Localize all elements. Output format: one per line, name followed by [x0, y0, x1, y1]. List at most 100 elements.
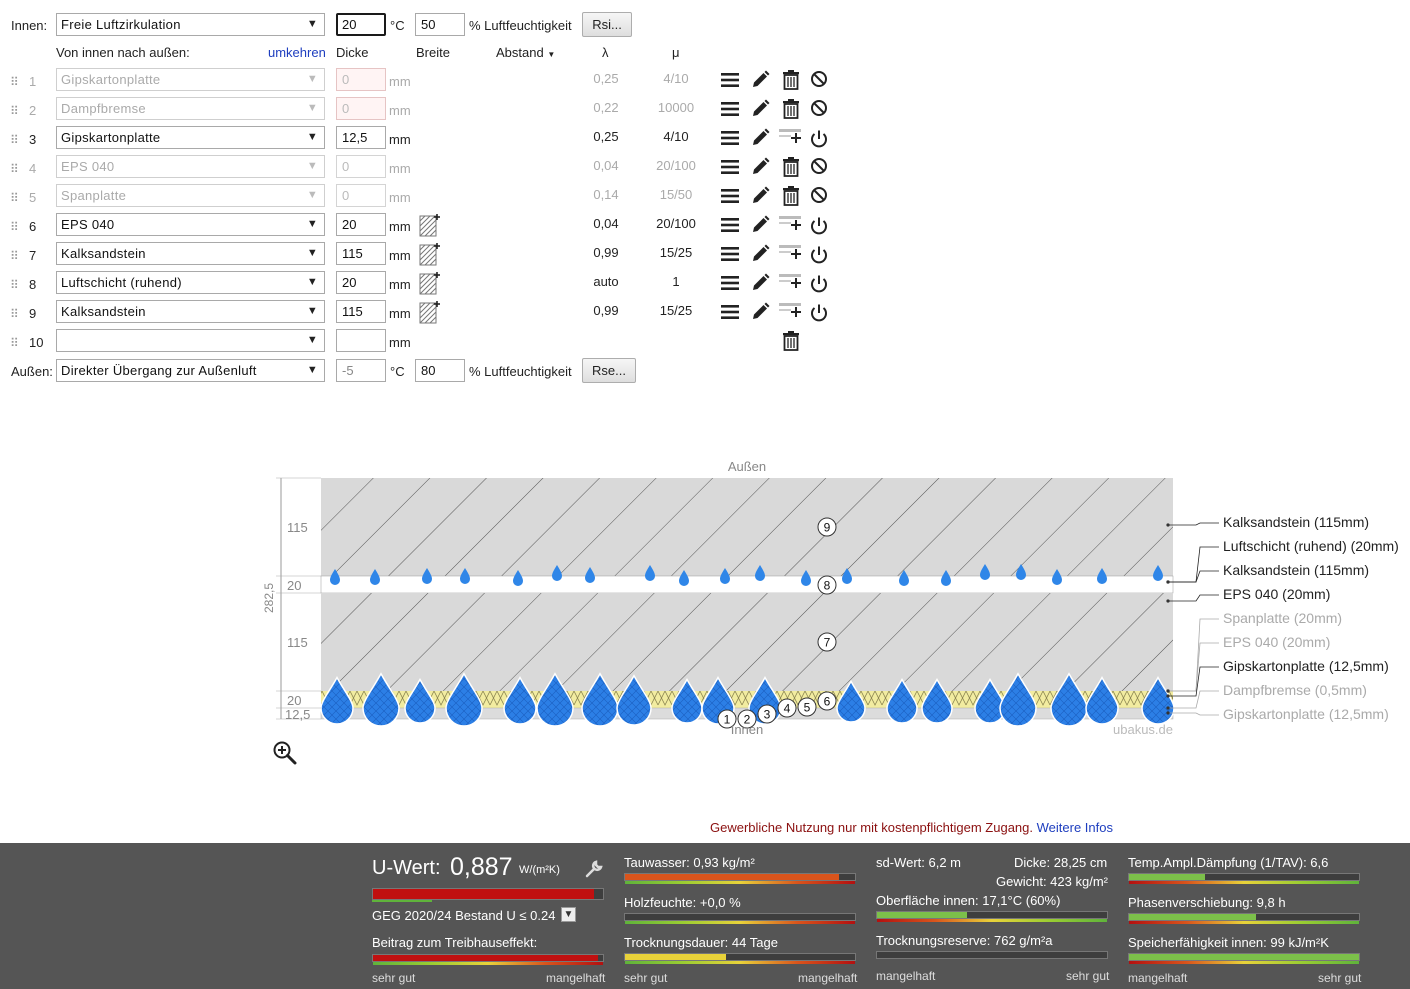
layer-number: 9 — [29, 306, 37, 321]
add-inhomogeneous-icon[interactable] — [419, 300, 441, 324]
layer-thickness-input[interactable]: 12,5 — [336, 126, 386, 149]
layer-thickness-input[interactable]: 20 — [336, 213, 386, 236]
power-icon[interactable] — [808, 302, 830, 324]
disable-icon[interactable] — [808, 68, 830, 90]
layer-lambda: 0,99 — [593, 245, 619, 260]
drag-handle-icon[interactable]: ⠿ — [10, 307, 19, 321]
layer-thickness-input[interactable]: 115 — [336, 300, 386, 323]
drag-handle-icon[interactable]: ⠿ — [10, 249, 19, 263]
pencil-icon[interactable] — [749, 243, 771, 265]
layer-mu: 15/25 — [659, 245, 693, 260]
rsi-button[interactable]: Rsi... — [582, 12, 632, 37]
layer-thickness-input[interactable]: 0 — [336, 184, 386, 207]
header-spacing[interactable]: Abstand ▼ — [496, 45, 555, 60]
menu-icon[interactable] — [719, 301, 741, 323]
menu-icon[interactable] — [719, 272, 741, 294]
outside-temp-input[interactable]: -5 — [336, 359, 386, 382]
layer-marker: 7 — [817, 632, 837, 652]
menu-icon[interactable] — [719, 69, 741, 91]
trash-icon[interactable] — [780, 156, 802, 178]
condensate-drop — [320, 676, 354, 725]
geg-dropdown-icon[interactable]: ▼ — [561, 907, 576, 922]
zoom-in-icon[interactable] — [272, 740, 298, 766]
trash-icon[interactable] — [780, 330, 802, 352]
more-info-link[interactable]: Weitere Infos — [1036, 820, 1113, 835]
power-icon[interactable] — [808, 128, 830, 150]
layer-thickness-input[interactable]: 0 — [336, 97, 386, 120]
layer-material-select[interactable]: Spanplatte — [56, 184, 325, 207]
layer-material-select[interactable]: Gipskartonplatte — [56, 126, 325, 149]
drag-handle-icon[interactable]: ⠿ — [10, 75, 19, 89]
pencil-icon[interactable] — [749, 301, 771, 323]
menu-icon[interactable] — [719, 243, 741, 265]
pencil-icon[interactable] — [749, 185, 771, 207]
trash-icon[interactable] — [780, 185, 802, 207]
inside-humidity-input[interactable]: 50 — [415, 13, 465, 36]
menu-icon[interactable] — [719, 127, 741, 149]
pencil-icon[interactable] — [749, 272, 771, 294]
power-icon[interactable] — [808, 215, 830, 237]
layer-material-select[interactable] — [56, 329, 325, 352]
layer-material-select[interactable]: Kalksandstein — [56, 300, 325, 323]
drag-handle-icon[interactable]: ⠿ — [10, 191, 19, 205]
add-layer-icon[interactable] — [779, 301, 803, 323]
power-icon[interactable] — [808, 273, 830, 295]
menu-icon[interactable] — [719, 98, 741, 120]
drag-handle-icon[interactable]: ⠿ — [10, 133, 19, 147]
layer-material-select[interactable]: EPS 040 — [56, 155, 325, 178]
layer-lambda: 0,04 — [593, 216, 619, 231]
layer-legend-label: EPS 040 (20mm) — [1223, 634, 1330, 650]
disable-icon[interactable] — [808, 155, 830, 177]
layer-number: 10 — [29, 335, 44, 350]
layer-thickness-input[interactable]: 0 — [336, 155, 386, 178]
layer-thickness-input[interactable]: 20 — [336, 271, 386, 294]
layer-thickness-input[interactable] — [336, 329, 386, 352]
layer-material-select[interactable]: Luftschicht (ruhend) — [56, 271, 325, 294]
layer-material-select[interactable]: Gipskartonplatte — [56, 68, 325, 91]
tauwasser-label: Tauwasser: 0,93 kg/m² — [624, 855, 755, 870]
layer-thickness-input[interactable]: 0 — [336, 68, 386, 91]
disable-icon[interactable] — [808, 184, 830, 206]
drag-handle-icon[interactable]: ⠿ — [10, 278, 19, 292]
drag-handle-icon[interactable]: ⠿ — [10, 162, 19, 176]
add-layer-icon[interactable] — [779, 243, 803, 265]
drag-handle-icon[interactable]: ⠿ — [10, 104, 19, 118]
outside-climate-select[interactable]: Direkter Übergang zur Außenluft — [56, 359, 325, 382]
menu-icon[interactable] — [719, 185, 741, 207]
pencil-icon[interactable] — [749, 156, 771, 178]
add-inhomogeneous-icon[interactable] — [419, 242, 441, 266]
pencil-icon[interactable] — [749, 214, 771, 236]
inside-temp-input[interactable]: 20 — [336, 13, 386, 36]
trash-icon[interactable] — [780, 98, 802, 120]
trash-icon[interactable] — [780, 69, 802, 91]
layer-markers: 1 2 3 4 5 6 7 8 9 — [717, 517, 837, 729]
tauwasser-bar — [624, 873, 856, 884]
add-inhomogeneous-icon[interactable] — [419, 213, 441, 237]
reverse-link[interactable]: umkehren — [268, 45, 326, 60]
drag-handle-icon[interactable]: ⠿ — [10, 220, 19, 234]
layer-number: 1 — [29, 74, 37, 89]
pencil-icon[interactable] — [749, 69, 771, 91]
disable-icon[interactable] — [808, 97, 830, 119]
outside-humidity-input[interactable]: 80 — [415, 359, 465, 382]
pencil-icon[interactable] — [749, 127, 771, 149]
layer-material-select[interactable]: Dampfbremse — [56, 97, 325, 120]
add-layer-icon[interactable] — [779, 127, 803, 149]
layer-material-select[interactable]: EPS 040 — [56, 213, 325, 236]
pencil-icon[interactable] — [749, 98, 771, 120]
rse-button[interactable]: Rse... — [582, 358, 636, 383]
layer-thickness-unit: mm — [389, 306, 411, 321]
add-layer-icon[interactable] — [779, 272, 803, 294]
layer-thickness-input[interactable]: 115 — [336, 242, 386, 265]
drag-handle-icon[interactable]: ⠿ — [10, 336, 19, 350]
inside-climate-select[interactable]: Freie Luftzirkulation — [56, 13, 325, 36]
menu-icon[interactable] — [719, 214, 741, 236]
add-inhomogeneous-icon[interactable] — [419, 271, 441, 295]
layer-marker: 6 — [817, 691, 837, 711]
menu-icon[interactable] — [719, 156, 741, 178]
layer-material-select[interactable]: Kalksandstein — [56, 242, 325, 265]
wrench-icon[interactable] — [584, 859, 604, 879]
svg-text:2: 2 — [744, 713, 751, 727]
add-layer-icon[interactable] — [779, 214, 803, 236]
power-icon[interactable] — [808, 244, 830, 266]
